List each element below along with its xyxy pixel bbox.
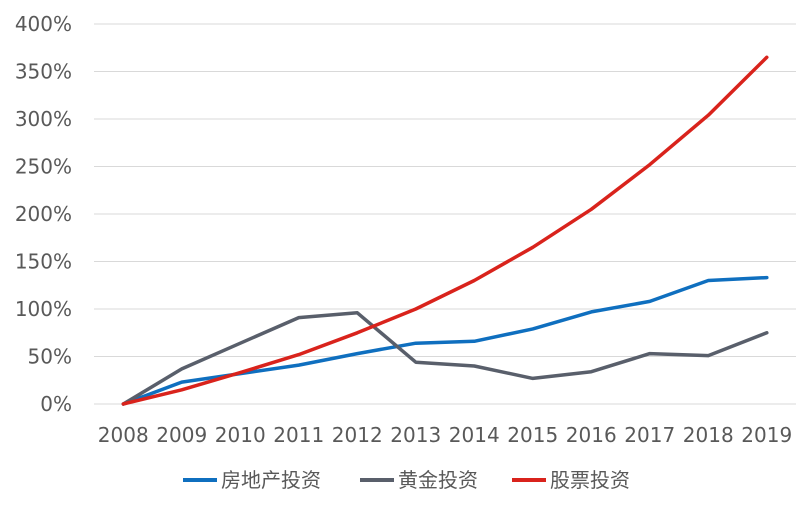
x-tick-label: 2016 bbox=[566, 423, 617, 447]
legend-label-2: 股票投资 bbox=[550, 468, 630, 492]
x-tick-label: 2015 bbox=[507, 423, 558, 447]
x-tick-label: 2008 bbox=[98, 423, 149, 447]
y-tick-label: 0% bbox=[40, 392, 72, 416]
x-tick-label: 2012 bbox=[332, 423, 383, 447]
y-axis-ticks: 0% 50% 100% 150% 200% 250% 300% 350% 400% bbox=[15, 12, 72, 416]
legend-label-0: 房地产投资 bbox=[221, 468, 321, 492]
y-tick-label: 300% bbox=[15, 107, 72, 131]
series-line-2 bbox=[121, 55, 769, 406]
y-tick-label: 250% bbox=[15, 155, 72, 179]
x-tick-label: 2009 bbox=[156, 423, 207, 447]
x-tick-label: 2014 bbox=[449, 423, 500, 447]
y-tick-label: 50% bbox=[28, 345, 72, 369]
x-tick-label: 2018 bbox=[683, 423, 734, 447]
x-axis-ticks: 2008 2009 2010 2011 2012 2013 2014 2015 2016 2017… bbox=[98, 423, 792, 447]
x-tick-label: 2017 bbox=[624, 423, 675, 447]
y-tick-label: 100% bbox=[15, 297, 72, 321]
series-lines bbox=[121, 55, 769, 406]
x-tick-label: 2019 bbox=[741, 423, 792, 447]
x-tick-label: 2013 bbox=[390, 423, 441, 447]
y-tick-label: 150% bbox=[15, 250, 72, 274]
series-line-1 bbox=[121, 311, 769, 406]
legend: 房地产投资 黄金投资 股票投资 bbox=[183, 468, 630, 492]
x-tick-label: 2010 bbox=[215, 423, 266, 447]
y-tick-label: 200% bbox=[15, 202, 72, 226]
legend-label-1: 黄金投资 bbox=[398, 468, 478, 492]
y-tick-label: 350% bbox=[15, 60, 72, 84]
y-tick-label: 400% bbox=[15, 12, 72, 36]
grid bbox=[94, 23, 796, 405]
x-tick-label: 2011 bbox=[273, 423, 324, 447]
